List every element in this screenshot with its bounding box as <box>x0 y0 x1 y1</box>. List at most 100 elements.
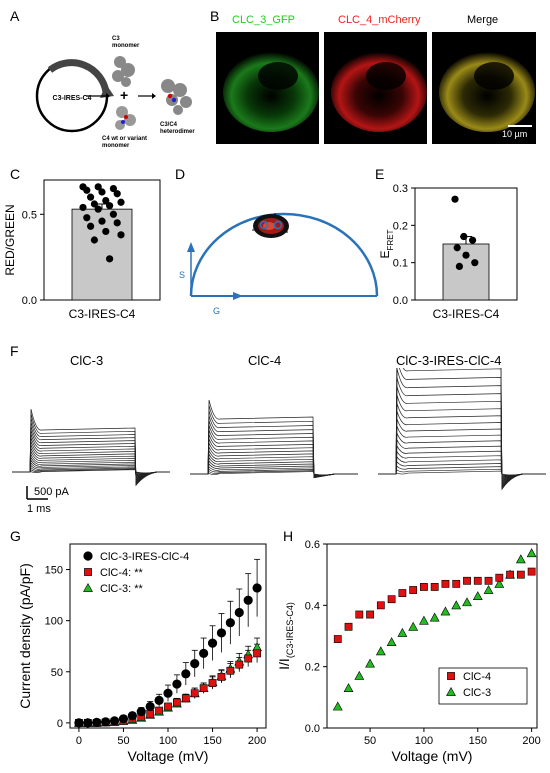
legend-marker <box>83 582 93 592</box>
series-triangle <box>74 642 262 727</box>
data-point <box>106 202 114 210</box>
panel-label-f: F <box>10 343 19 359</box>
y-axis-label-sub: (C3-IRES-C4) <box>285 602 295 658</box>
data-point <box>101 717 111 727</box>
micrograph-gfp <box>216 32 319 144</box>
data-point <box>343 683 354 693</box>
data-point <box>155 706 163 715</box>
data-point <box>515 554 526 564</box>
data-point <box>365 658 375 668</box>
y-tick-label: 0.0 <box>305 723 320 735</box>
micrograph-mcherry <box>324 32 427 144</box>
panel-a-schematic: C3-IRES-C4 C3 monomer + C4 wt or variant… <box>35 36 195 149</box>
current-trace <box>190 425 358 478</box>
data-point <box>429 612 440 622</box>
micrograph-title-gfp: CLC_3_GFP <box>232 14 295 26</box>
c3-monomer-structure <box>112 56 135 87</box>
x-tick-label: 0 <box>76 735 82 747</box>
data-point <box>92 717 102 727</box>
data-point <box>90 200 98 208</box>
data-point <box>225 618 235 628</box>
data-point <box>409 586 418 594</box>
x-tick-label: 100 <box>415 735 433 747</box>
y-tick-label: 0.5 <box>22 209 37 221</box>
panel-label-e: E <box>375 166 385 182</box>
traces-clc4 <box>190 399 358 479</box>
data-point <box>74 718 84 728</box>
data-point <box>398 589 407 597</box>
traces-clc3-ires-clc4 <box>378 368 546 491</box>
series-triangle <box>332 548 537 711</box>
legend-marker <box>447 672 455 680</box>
legend-label: ClC-3 <box>463 687 491 699</box>
y-axis-label: I/I(C3-IRES-C4) <box>276 602 295 670</box>
legend-marker <box>446 686 456 696</box>
legend-label: ClC-4: ** <box>100 567 144 579</box>
y-tick-label: 0.0 <box>393 295 408 307</box>
data-point <box>163 688 173 698</box>
data-point <box>473 576 482 585</box>
legend-marker <box>84 568 92 576</box>
data-point <box>154 695 164 705</box>
data-point <box>471 259 479 267</box>
data-point <box>469 236 477 244</box>
data-point <box>109 210 117 218</box>
data-point <box>127 711 137 721</box>
current-trace <box>378 395 546 486</box>
data-point <box>94 183 102 191</box>
y-tick-label: 0.2 <box>393 220 408 232</box>
x-tick-label: 150 <box>203 735 221 747</box>
data-point <box>146 709 155 718</box>
data-point <box>344 622 353 631</box>
data-point <box>375 646 386 656</box>
heterodimer-label-line1: C3/C4 <box>160 122 178 128</box>
data-point <box>419 615 429 625</box>
current-trace <box>378 368 546 491</box>
micrograph-title-mcherry: CLC_4_mCherry <box>338 14 421 26</box>
panel-label-b: B <box>210 8 220 24</box>
data-point <box>118 714 129 724</box>
y-axis-label-sub: FRET <box>386 229 395 250</box>
data-point <box>181 694 190 703</box>
trace-title-clc3-ires-clc4: ClC-3-IRES-ClC-4 <box>396 353 502 368</box>
data-point <box>463 576 471 585</box>
data-point <box>102 227 110 236</box>
x-tick-label: 200 <box>248 735 266 747</box>
legend: ClC-4 ClC-3 <box>438 667 528 705</box>
data-point <box>109 184 117 193</box>
data-point <box>87 193 95 201</box>
data-point <box>376 601 385 610</box>
phasor-cloud <box>252 213 289 238</box>
data-point <box>117 231 125 239</box>
data-point <box>332 701 343 711</box>
plus-sign: + <box>120 87 128 103</box>
scale-time-label: 1 ms <box>27 503 51 515</box>
data-point <box>483 584 494 594</box>
data-point <box>527 567 536 576</box>
chart-c: 0.0 0.5 C3-IRES-C4 RED/GREEN <box>3 179 161 318</box>
data-point <box>441 579 450 588</box>
data-point <box>83 718 93 728</box>
data-point <box>83 186 91 194</box>
data-point <box>83 214 91 222</box>
data-point <box>506 570 514 579</box>
current-trace <box>190 410 358 478</box>
y-axis-label: EFRET <box>378 229 395 258</box>
legend: ClC-3-IRES-ClC-4 ClC-4: ** ClC-3: ** <box>83 551 189 595</box>
current-trace <box>378 439 546 481</box>
c3-label-line1: C3 <box>112 36 120 42</box>
y-tick-label: 0.3 <box>393 183 408 195</box>
phasor-semicircle <box>189 212 379 297</box>
y-tick-label: 0 <box>57 718 63 730</box>
data-point <box>387 595 396 604</box>
data-point <box>207 638 218 648</box>
micrograph-title-merge: Merge <box>467 14 499 26</box>
trace-title-clc4: ClC-4 <box>248 353 282 368</box>
data-point <box>484 576 493 585</box>
series-circle <box>74 583 262 728</box>
data-point <box>451 600 462 610</box>
c4-label-line2: monomer <box>102 143 130 149</box>
g-axis-label: G <box>213 306 220 316</box>
data-point <box>333 635 342 643</box>
x-category-label: C3-IRES-C4 <box>433 307 500 318</box>
